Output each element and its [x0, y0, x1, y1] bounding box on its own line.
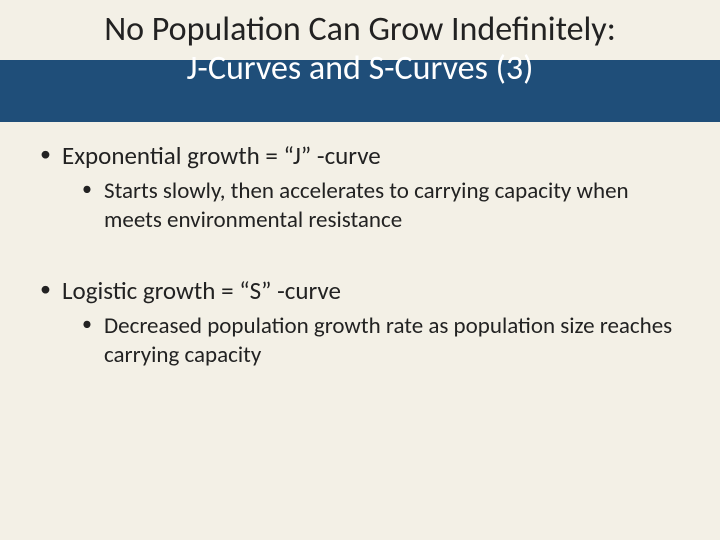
title-area: No Population Can Grow Indefinitely: J-C…	[0, 0, 720, 102]
list-item: Decreased population growth rate as popu…	[80, 312, 682, 370]
bullet-list: Logistic growth = “S” -curve Decreased p…	[38, 275, 682, 370]
bullet-text: Starts slowly, then accelerates to carry…	[104, 177, 629, 234]
spacer	[38, 241, 682, 275]
slide-title: No Population Can Grow Indefinitely: J-C…	[30, 10, 690, 88]
slide: No Population Can Grow Indefinitely: J-C…	[0, 0, 720, 540]
list-item: Exponential growth = “J” -curve Starts s…	[38, 140, 682, 235]
sub-bullet-list: Decreased population growth rate as popu…	[62, 312, 682, 370]
title-line-2: J-Curves and S-Curves (3)	[187, 48, 534, 89]
list-item: Starts slowly, then accelerates to carry…	[80, 177, 682, 235]
bullet-text: Exponential growth = “J” -curve	[62, 140, 381, 171]
title-line-1: No Population Can Grow Indefinitely:	[104, 9, 616, 50]
list-item: Logistic growth = “S” -curve Decreased p…	[38, 275, 682, 370]
bullet-text: Decreased population growth rate as popu…	[104, 312, 672, 369]
sub-bullet-list: Starts slowly, then accelerates to carry…	[62, 177, 682, 235]
bullet-text: Logistic growth = “S” -curve	[62, 275, 341, 306]
bullet-list: Exponential growth = “J” -curve Starts s…	[38, 140, 682, 235]
content-area: Exponential growth = “J” -curve Starts s…	[38, 140, 682, 376]
